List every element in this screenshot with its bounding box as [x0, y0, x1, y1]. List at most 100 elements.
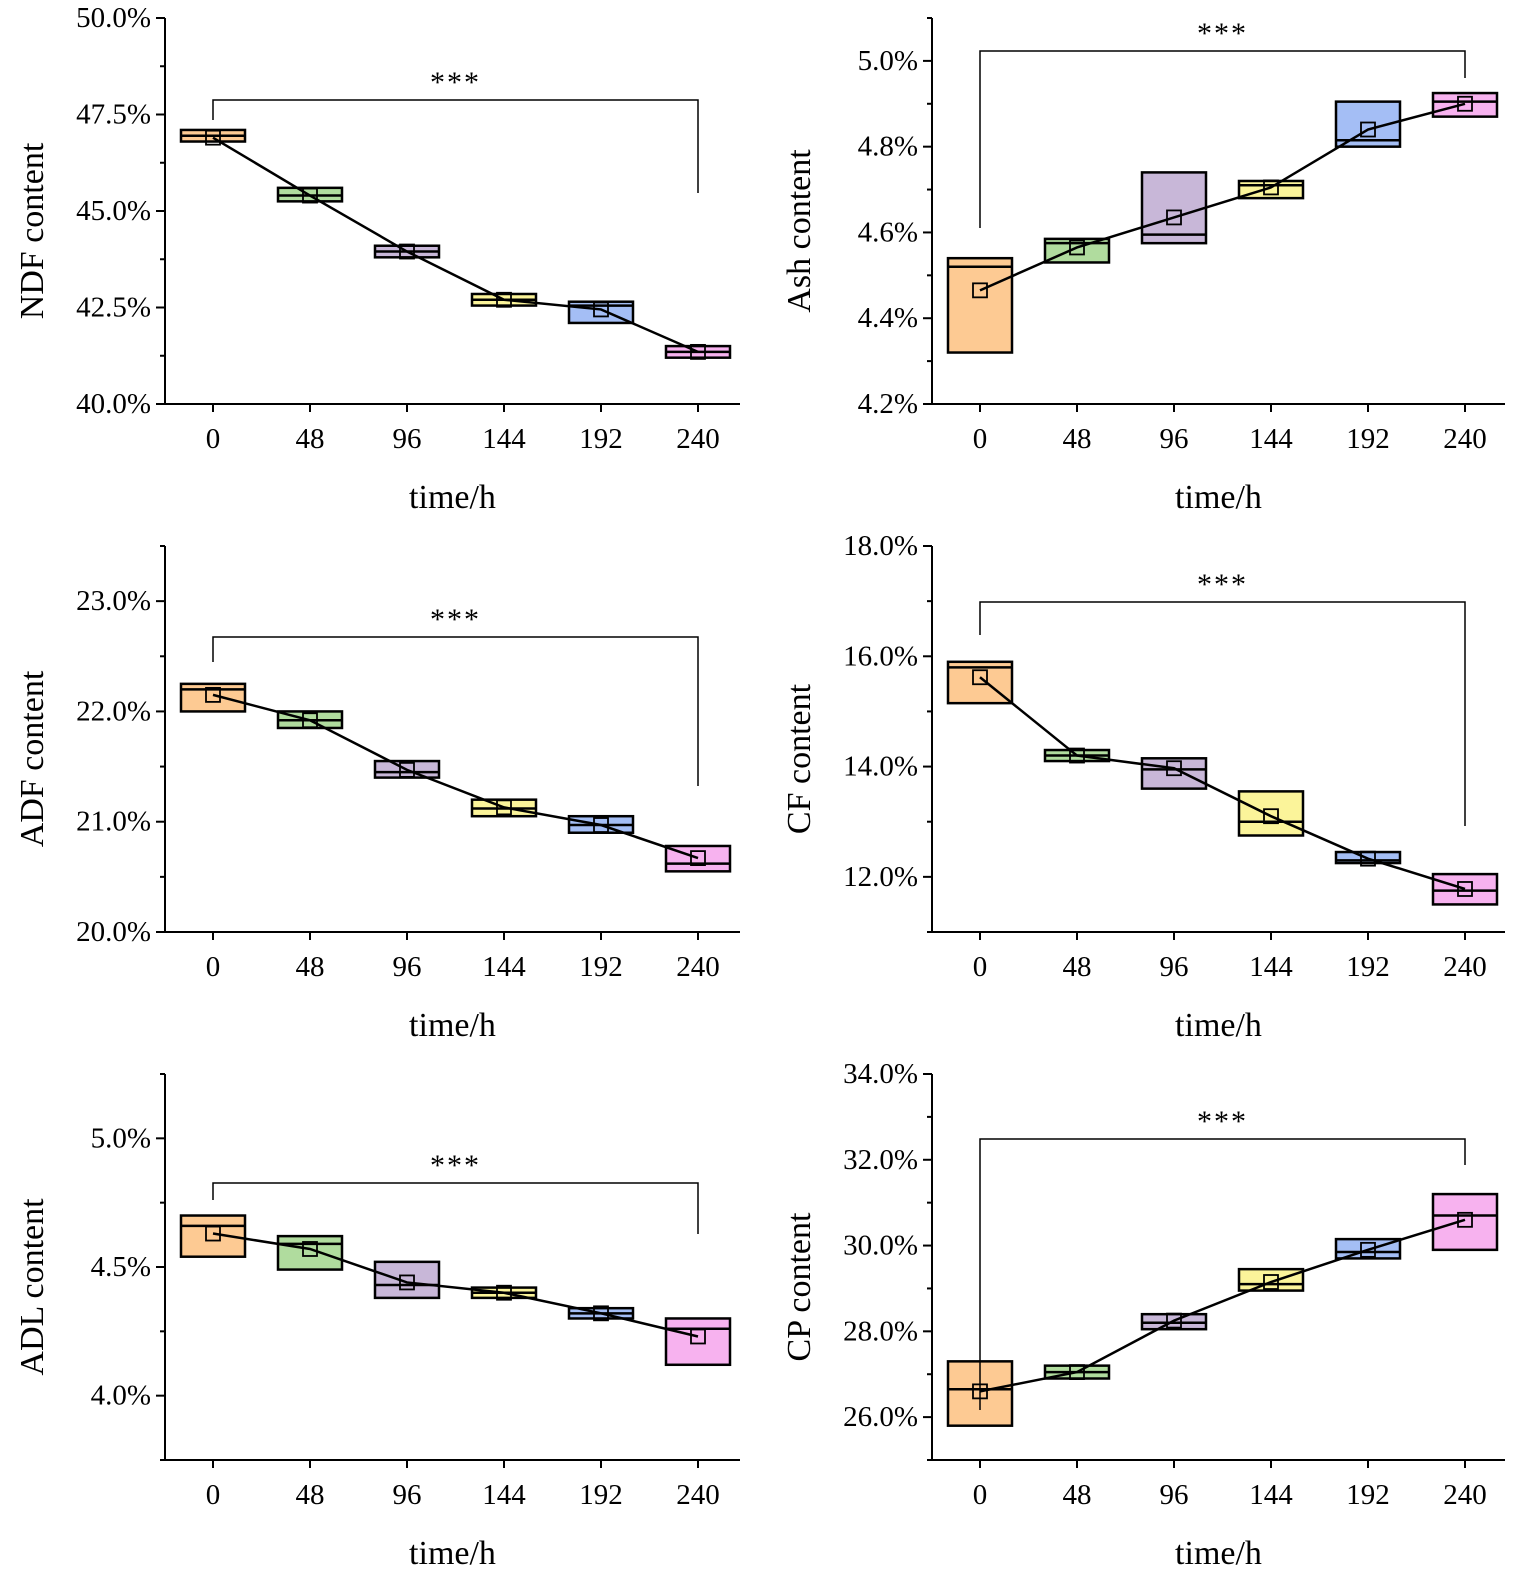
y-tick-label: 47.5%: [76, 99, 151, 131]
mean-trend-line: [212, 693, 699, 860]
x-tick-label: 144: [482, 423, 526, 455]
y-tick-label: 21.0%: [76, 806, 151, 838]
x-tick-label: 144: [482, 951, 526, 983]
mean-marker: [593, 817, 609, 833]
mean-marker: [496, 799, 512, 816]
y-tick-label: 5.0%: [91, 1122, 151, 1154]
y-tick-label: 22.0%: [76, 695, 151, 727]
y-tick-label: 4.8%: [858, 131, 918, 163]
mean-marker: [1263, 1274, 1279, 1290]
y-tick-label: 40.0%: [76, 388, 151, 420]
y-tick-label: 12.0%: [843, 861, 918, 893]
box-240: [664, 1317, 732, 1367]
y-tick-label: 50.0%: [76, 2, 151, 34]
chart-panel-6: 26.0% 28.0% 30.0% 32.0% 34.0% 0 48 96 144 192 240 t…: [781, 1058, 1505, 1572]
y-tick-label: 32.0%: [843, 1144, 918, 1176]
box-144: [1237, 790, 1305, 837]
y-tick-label: 4.4%: [858, 302, 918, 334]
significance-label: ***: [430, 603, 481, 636]
box-48: [1043, 237, 1111, 264]
x-axis-title: time/h: [1175, 1535, 1262, 1572]
mean-marker: [1166, 760, 1182, 777]
mean-marker: [593, 301, 609, 318]
mean-marker: [1457, 881, 1473, 897]
y-tick-label: 4.2%: [858, 388, 918, 420]
chart-panel-5: 4.0% 4.5% 5.0% 0 48 96 144 192 240 time/h ADL cont…: [14, 1073, 740, 1572]
box-240: [1431, 1192, 1499, 1252]
x-tick-label: 0: [973, 951, 988, 983]
chart-panel-3: 20.0% 21.0% 22.0% 23.0% 0 48 96 144 192 240 time/h…: [14, 545, 740, 1044]
mean-marker: [399, 761, 415, 778]
mean-marker: [302, 187, 318, 204]
x-tick-label: 240: [1443, 423, 1487, 455]
significance-bracket: [212, 636, 699, 786]
y-tick-label: 23.0%: [76, 585, 151, 617]
significance-label: ***: [430, 66, 481, 99]
x-axis-title: time/h: [409, 1007, 496, 1044]
y-tick-label: 30.0%: [843, 1230, 918, 1262]
y-tick-label: 16.0%: [843, 640, 918, 672]
x-tick-label: 96: [393, 951, 422, 983]
x-axis-title: time/h: [1175, 1007, 1262, 1044]
x-tick-label: 96: [393, 1479, 422, 1511]
x-tick-label: 192: [579, 951, 623, 983]
x-tick-label: 144: [1249, 1479, 1293, 1511]
x-tick-label: 96: [1160, 951, 1189, 983]
mean-marker: [1360, 121, 1376, 138]
y-tick-label: 26.0%: [843, 1401, 918, 1433]
mean-marker: [1457, 1211, 1473, 1228]
mean-marker: [1360, 850, 1376, 867]
y-tick-label: 14.0%: [843, 751, 918, 783]
box-240: [1431, 872, 1499, 906]
mean-marker: [1263, 808, 1279, 825]
x-axis-title: time/h: [1175, 479, 1262, 516]
mean-marker: [399, 243, 415, 260]
box-0: [946, 660, 1014, 705]
x-tick-label: 0: [206, 423, 221, 455]
x-tick-label: 96: [1160, 423, 1189, 455]
x-tick-label: 48: [296, 1479, 325, 1511]
box-96: [373, 1260, 441, 1300]
y-tick-label: 4.6%: [858, 216, 918, 248]
mean-marker: [690, 343, 706, 360]
x-tick-label: 192: [579, 1479, 623, 1511]
x-tick-label: 240: [676, 423, 720, 455]
y-axis-title: CP content: [781, 1212, 818, 1361]
significance-bracket: [979, 601, 1466, 826]
significance-label: ***: [1197, 568, 1248, 601]
y-tick-label: 5.0%: [858, 45, 918, 77]
box-96: [1140, 171, 1208, 245]
mean-marker: [690, 1328, 706, 1345]
x-tick-label: 240: [676, 951, 720, 983]
mean-marker: [593, 1305, 609, 1322]
mean-marker: [399, 1274, 415, 1291]
x-tick-label: 144: [482, 1479, 526, 1511]
mean-marker: [205, 686, 221, 703]
chart-panel-2: 4.2% 4.4% 4.6% 4.8% 5.0% 0 48 96 144 192 240 time/h…: [781, 17, 1505, 516]
mean-marker: [1166, 209, 1182, 226]
significance-bracket: [212, 1182, 699, 1234]
mean-marker: [1069, 747, 1085, 764]
x-axis-title: time/h: [409, 479, 496, 516]
x-tick-label: 240: [1443, 1479, 1487, 1511]
mean-marker: [302, 1241, 318, 1257]
mean-marker: [1457, 95, 1473, 112]
mean-trend-line: [979, 1218, 1466, 1393]
mean-trend-line: [212, 1232, 699, 1338]
mean-marker: [690, 850, 706, 867]
x-tick-label: 96: [1160, 1479, 1189, 1511]
x-tick-label: 192: [1346, 951, 1390, 983]
x-tick-label: 240: [1443, 951, 1487, 983]
mean-marker: [972, 669, 988, 686]
mean-marker: [1069, 1364, 1085, 1380]
x-tick-label: 240: [676, 1479, 720, 1511]
y-tick-label: 18.0%: [843, 530, 918, 562]
chart-panel-4: 12.0% 14.0% 16.0% 18.0% 0 48 96 144 192 240 time/h…: [781, 530, 1505, 1044]
y-tick-label: 20.0%: [76, 916, 151, 948]
mean-marker: [1360, 1241, 1376, 1258]
significance-label: ***: [1197, 17, 1248, 50]
x-tick-label: 48: [296, 423, 325, 455]
y-tick-label: 4.0%: [91, 1380, 151, 1412]
mean-marker: [205, 129, 221, 146]
